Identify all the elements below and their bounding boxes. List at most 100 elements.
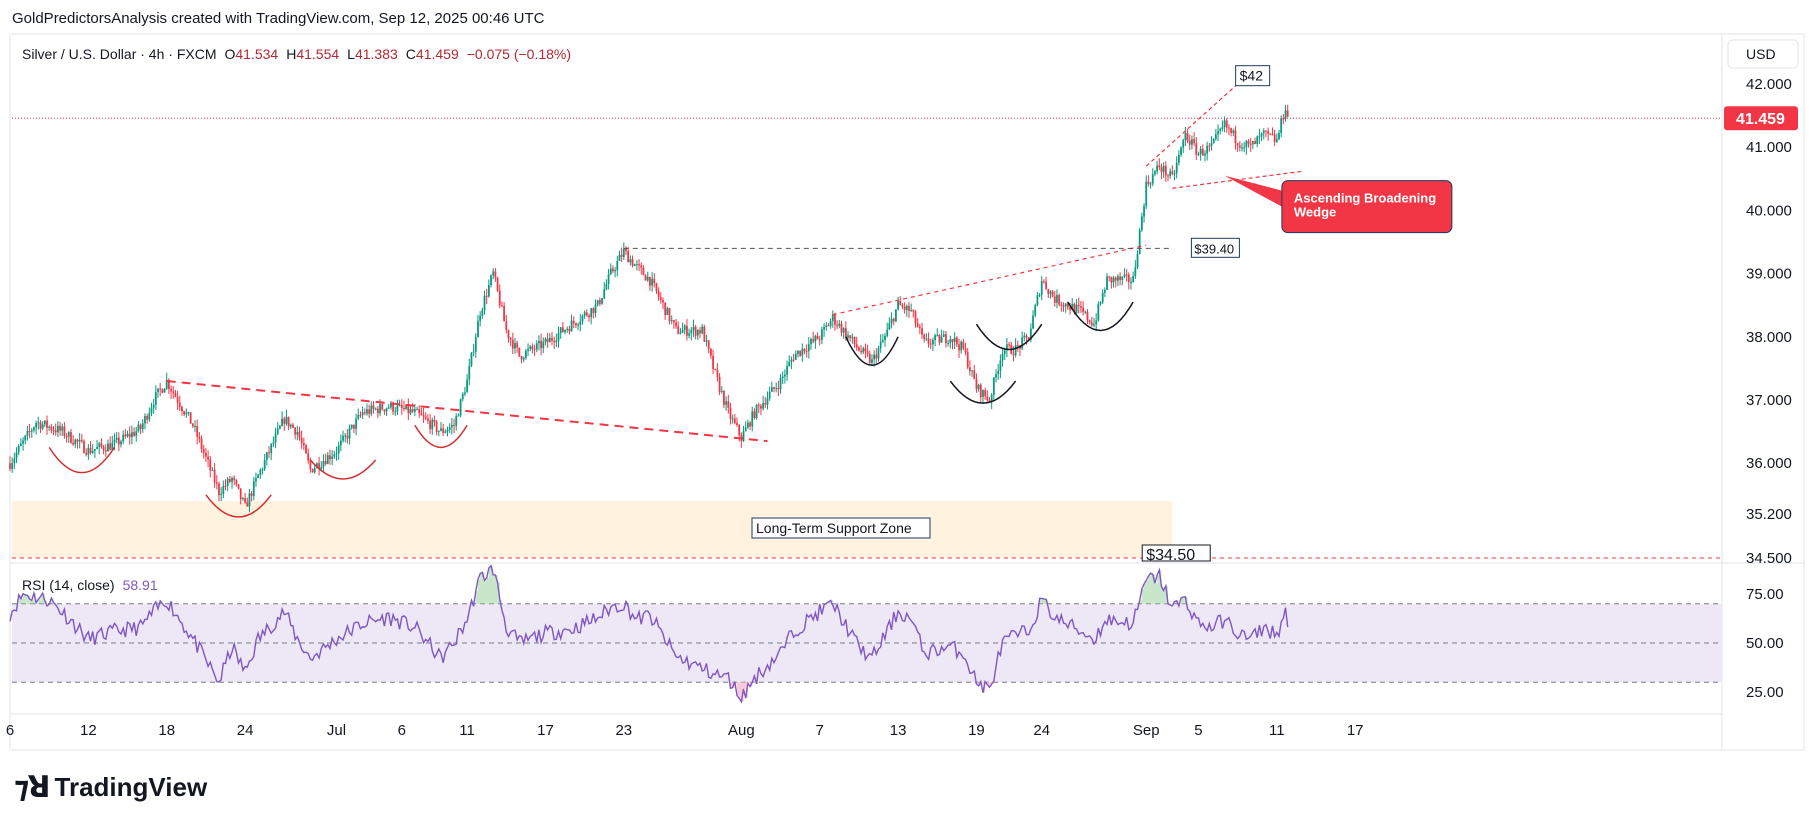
rsi-value: 58.91 [123,577,158,593]
candle [740,432,743,448]
candle [709,347,712,360]
candle [892,317,895,326]
candle [1260,132,1263,142]
candle [366,403,368,416]
candle [557,326,560,348]
candle [85,448,88,457]
candle [113,433,116,451]
candle [496,276,499,293]
candle [263,453,266,472]
svg-text:Wedge: Wedge [1294,205,1336,220]
candle [122,430,125,445]
low-value: 41.383 [355,46,398,62]
candle [788,355,791,367]
candle [614,267,617,278]
candle [1171,165,1174,176]
price-axis[interactable]: 42.000 41.000 40.000 39.000 38.000 37.000 36.0… [1724,76,1798,567]
candle [820,326,823,345]
candle [1121,276,1124,286]
candle [555,333,558,348]
tv-logo-icon: ⁊ꓤ [14,771,50,804]
candle [400,399,403,415]
ascending-trendline [832,244,1147,316]
candle [374,407,377,411]
candle [905,304,908,317]
candle [1001,348,1004,367]
candle [670,315,673,325]
candle [1228,124,1230,136]
time-axis[interactable]: 6 12 18 24 Jul 6 11 17 23 Aug 7 13 19 24 Sep 5 11 17 [6,722,1364,739]
candle [1151,168,1154,187]
candle [418,405,421,418]
candle [1199,145,1202,161]
candle [170,385,172,399]
candle [477,314,479,338]
descending-trendline [166,380,768,443]
candle [205,448,207,463]
currency-button[interactable]: USD [1727,39,1799,69]
candle [847,331,849,342]
candle [1049,290,1052,299]
candle [279,424,281,430]
price-tick-label: 34.500 [1746,550,1792,567]
candle [707,339,710,354]
candle [294,426,297,440]
candle [969,360,971,376]
candle [1117,274,1119,287]
candle [768,386,771,401]
candle [951,338,954,350]
candle [202,444,205,459]
candle [1147,175,1150,187]
candle [572,316,575,329]
candle [41,421,44,431]
candle [696,329,699,341]
candle [1186,128,1189,144]
candle [594,299,597,318]
candle [746,419,749,429]
rounding-bottom-arc [309,459,377,480]
candle [940,329,943,343]
candle [960,340,963,354]
candle [803,348,806,355]
candle [927,332,930,348]
candle [668,307,671,325]
candle [1093,317,1095,328]
candle [357,408,360,421]
candle [11,457,14,473]
change-value: −0.075 (−0.18%) [467,46,571,62]
last-price-badge[interactable]: 41.459 [1724,106,1798,131]
candle [533,344,536,357]
candle [363,408,366,416]
candle [953,332,956,349]
candle [733,414,736,425]
rounding-bottom-arc [205,494,272,518]
candle [344,433,347,443]
candle [516,340,519,353]
candle [518,347,521,358]
candle [895,309,897,323]
candle [431,417,434,435]
candle [923,333,926,343]
time-tick-label: 6 [398,722,406,739]
tradingview-logo[interactable]: ⁊ꓤ TradingView [14,770,207,805]
candle [620,247,623,262]
candle [235,479,238,487]
candle [766,391,769,410]
candle [1082,301,1084,316]
candle [1212,138,1215,144]
candle [842,327,845,339]
svg-text:Silver / U.S. Dollar · 4h · FX: Silver / U.S. Dollar · 4h · FXCM O41.534 H… [22,46,571,62]
candle [339,434,342,452]
rsi-levels [12,603,1722,683]
candle [348,424,351,445]
candle [429,414,431,435]
candle [185,408,188,418]
candle [770,381,773,392]
candle [209,455,212,478]
candle [849,335,852,342]
candle [1214,128,1217,141]
candle [984,387,987,400]
candle [39,420,42,433]
